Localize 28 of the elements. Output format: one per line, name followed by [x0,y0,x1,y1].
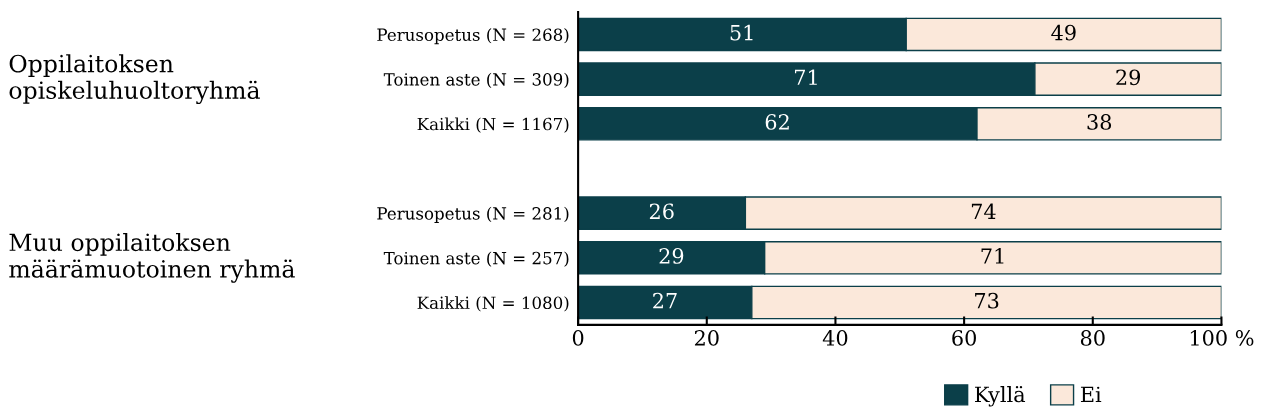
y-tick-label: Perusopetus (N = 268) [377,28,569,45]
y-tick-label: Toinen aste (N = 257) [383,251,569,267]
text: Oppilaitoksen opiskeluhuoltoryhmä [9,54,260,105]
data-label: 62 [765,114,789,130]
data-label: 27 [653,292,677,309]
y-tick-label: Toinen aste (N = 309) [383,72,569,89]
data-label: 71 [794,69,817,85]
y-tick-label: Kaikki (N = 1080) [417,296,569,312]
data-label: 73 [975,292,999,309]
x-tick-label: 20 [694,330,719,346]
data-label: 26 [649,203,674,220]
legend-label: Ei [1080,386,1102,402]
x-tick-label: 40 [822,330,848,346]
data-label: 29 [1116,69,1141,86]
x-tick-label: 80 [1080,330,1105,346]
data-label: 74 [971,203,996,219]
data-label: 29 [659,248,684,264]
legend-label: Kyllä [975,385,1026,407]
x-tick-label: 0 [572,330,584,346]
data-label: 71 [981,248,1004,264]
x-tick-label: 60 [952,330,976,346]
y-tick-label: Kaikki (N = 1167) [417,117,569,133]
y-tick-label: Perusopetus (N = 281) [377,206,569,223]
data-label: 38 [1087,114,1112,130]
data-label: 51 [730,24,753,41]
x-tick-label: 100 % [1190,330,1254,346]
data-label: 49 [1051,24,1076,41]
text: Muu oppilaitoksen määrämuotoinen ryhmä [9,232,295,283]
